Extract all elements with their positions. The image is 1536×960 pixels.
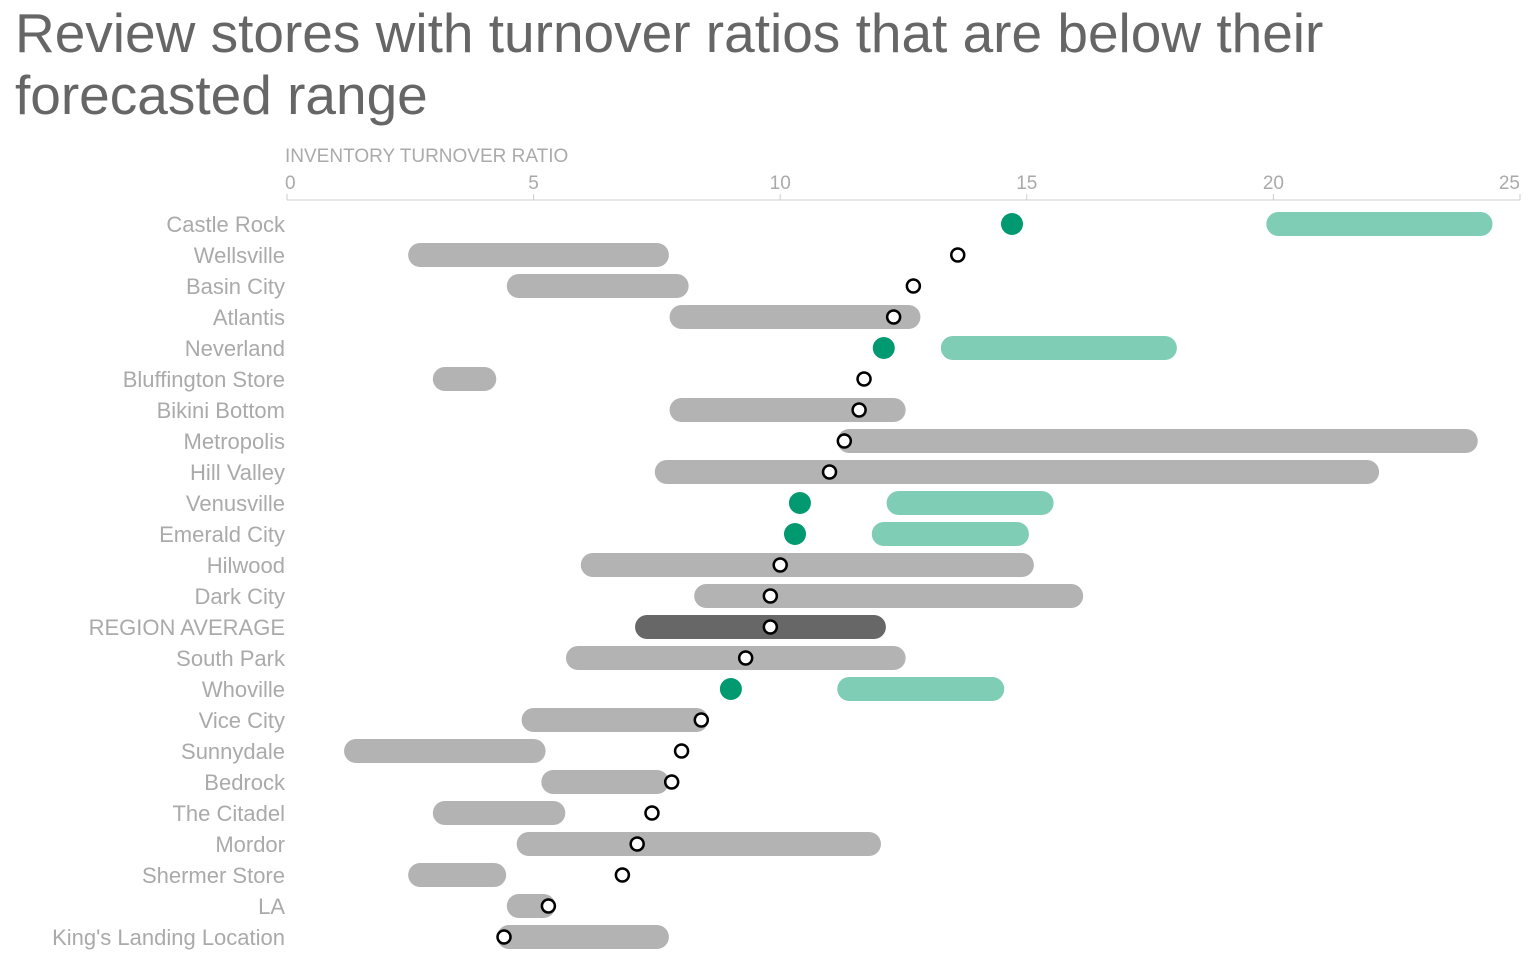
store-label: Bluffington Store — [123, 367, 285, 392]
actual-ratio-dot — [872, 337, 895, 359]
store-label: South Park — [176, 646, 286, 671]
actual-ratio-dot — [851, 402, 867, 418]
x-tick-label: 5 — [528, 173, 539, 194]
actual-ratio-dot — [885, 309, 902, 325]
store-label: Mordor — [215, 832, 285, 857]
actual-ratio-dot — [1001, 213, 1024, 235]
store-label: Bikini Bottom — [157, 398, 285, 423]
store-label: Wellsville — [194, 243, 285, 268]
actual-ratio-dot — [719, 678, 742, 700]
store-label: Metropolis — [184, 429, 285, 454]
actual-ratio-dot — [663, 774, 680, 790]
store-label: REGION AVERAGE — [89, 615, 285, 640]
x-axis-title: INVENTORY TURNOVER RATIO — [285, 146, 568, 167]
store-label: Shermer Store — [142, 863, 285, 888]
actual-ratio-dot — [836, 433, 853, 449]
actual-ratio-dot — [762, 619, 779, 635]
actual-ratio-dot — [856, 371, 872, 387]
store-label: The Citadel — [172, 801, 285, 826]
store-label: Emerald City — [159, 522, 285, 547]
actual-ratio-dot — [614, 867, 631, 883]
x-tick-label: 25 — [1499, 173, 1520, 194]
chart-title: Review stores with turnover ratios that … — [15, 2, 1324, 126]
store-label: Hill Valley — [190, 460, 285, 485]
store-label: Vice City — [199, 708, 285, 733]
actual-ratio-dot — [540, 898, 557, 914]
store-label: Neverland — [185, 336, 285, 361]
actual-ratio-dot — [772, 557, 788, 573]
store-label: Atlantis — [213, 305, 285, 330]
x-tick-label: 20 — [1263, 173, 1284, 194]
x-tick-label: 10 — [770, 173, 791, 194]
store-label: Basin City — [186, 274, 285, 299]
actual-ratio-dot — [788, 492, 811, 514]
actual-ratio-dot — [783, 523, 806, 545]
actual-ratio-dot — [762, 588, 779, 604]
store-label: Bedrock — [204, 770, 286, 795]
actual-ratio-dot — [905, 278, 922, 294]
store-label: Hilwood — [207, 553, 285, 578]
store-label: King's Landing Location — [52, 925, 285, 950]
actual-ratio-dot — [737, 650, 754, 666]
actual-ratio-dot — [629, 836, 645, 852]
actual-ratio-dot — [821, 464, 838, 480]
store-label: LA — [258, 894, 285, 919]
actual-ratio-dot — [950, 247, 966, 263]
actual-ratio-dot — [644, 805, 660, 821]
actual-ratio-dot — [496, 929, 512, 945]
x-tick-label: 0 — [285, 173, 296, 194]
store-label: Venusville — [186, 491, 285, 516]
x-tick-label: 15 — [1016, 173, 1037, 194]
store-label: Whoville — [202, 677, 285, 702]
actual-ratio-dot — [673, 743, 690, 759]
actual-ratio-dot — [693, 712, 710, 728]
store-label: Sunnydale — [181, 739, 285, 764]
store-label: Dark City — [195, 584, 285, 609]
store-label: Castle Rock — [166, 212, 286, 237]
